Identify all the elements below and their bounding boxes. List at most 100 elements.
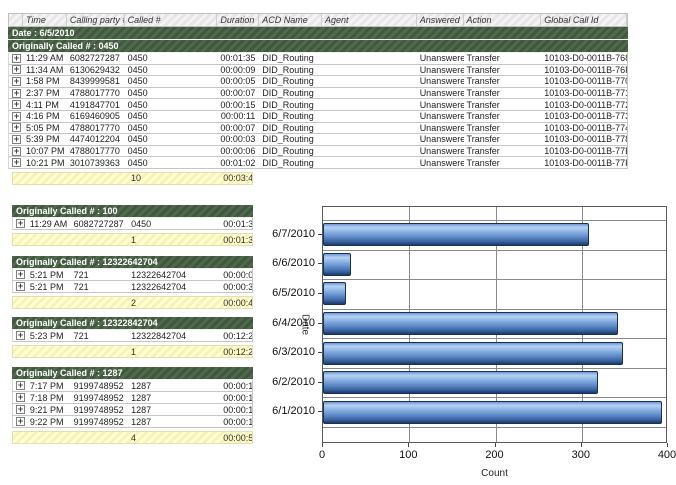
y-tick-mark [318,233,322,235]
row-cell: 00:01:35 [220,53,256,64]
row-cell: 0450 [127,134,148,145]
expand-row-button plus-icon[interactable]: + [12,65,21,75]
expand-row-button plus-icon[interactable]: + [16,405,25,414]
row-cell: 00:00:07 [220,122,256,133]
x-tick-mark [667,443,668,447]
table-row: +5:21 PM 721 12322642704 00:00:09 [12,269,253,281]
expand-cell: + [9,53,23,63]
row-cell: 00:00:07 [220,88,256,99]
row-cell: 5:39 PM [25,134,60,145]
expand-row-button plus-icon[interactable]: + [12,76,21,86]
row-cell: 1287 [131,416,152,427]
table-row: +5:39 PM 4474012204 0450 00:00:03 DID_Routin… [8,134,628,146]
row-cell: 1287 [131,392,152,403]
originally-called-band: Originally Called # : 0450 [8,40,628,53]
summary-call-count: 4 [131,432,137,443]
x-tick-label: 400 [657,449,676,461]
y-tick-mark [318,381,322,383]
row-cell: 10103-D0-0011B-768 [544,53,628,64]
expand-cell: + [9,88,23,98]
row-cell: 0450 [127,111,148,122]
row-cell: 0450 [127,99,148,110]
expand-row-button plus-icon[interactable]: + [16,417,25,426]
row-cell: DID_Routing [262,157,314,168]
group-summary-row: 1 00:01:35 [12,233,253,246]
expand-column-header [9,14,23,26]
expand-row-button plus-icon[interactable]: + [16,282,25,291]
row-cell: 00:12:23 [223,330,252,341]
row-cell: 6130629432 [69,64,120,75]
expand-row-button plus-icon[interactable]: + [16,331,25,340]
table-header-row: Time Calling party # Called # Duration ACD N… [8,13,628,27]
expand-row-button plus-icon[interactable]: + [16,219,25,228]
expand-row-button plus-icon[interactable]: + [12,146,21,156]
chart-x-axis-title: Count [481,468,508,479]
row-cell: 4788017770 [69,122,120,133]
expand-cell: + [13,270,27,279]
expand-cell: + [13,219,27,228]
summary-total-duration: 00:01:35 [223,234,253,245]
table-row: +10:21 PM 3010739363 0450 00:01:02 DID_Routi… [8,157,628,169]
column-header: Time [23,14,67,26]
x-tick-mark [580,443,582,447]
row-cell: 10:21 PM [25,157,65,168]
row-cell: 9199748952 [73,392,124,403]
row-cell: 1287 [131,380,152,391]
row-cell: Transfer [466,111,500,122]
expand-row-button plus-icon[interactable]: + [16,381,25,390]
row-cell: 10:07 PM [25,146,65,157]
call-detail-table: Time Calling party # Called # Duration ACD N… [8,13,628,185]
gridline-horizontal [323,397,666,399]
expand-cell: + [9,123,23,133]
y-tick-label: 6/2/2010 [272,375,315,388]
expand-row-button plus-icon[interactable]: + [12,53,21,63]
row-cell: Unanswered [419,111,464,122]
row-cell: Unanswered [419,146,464,157]
row-cell: Unanswered [419,99,464,110]
group-table: Originally Called # : 12322642704 +5:21 P… [12,256,253,309]
expand-row-button plus-icon[interactable]: + [12,88,21,98]
expand-row-button plus-icon[interactable]: + [12,158,21,168]
row-cell: 00:00:11 [220,111,256,122]
gridline-horizontal [323,279,666,281]
row-cell: 00:01:02 [220,157,256,168]
row-cell: 0450 [127,53,148,64]
expand-cell: + [9,76,23,86]
expand-cell: + [9,100,23,110]
summary-call-count: 1 [131,234,137,245]
row-cell: 10103-D0-0011B-774 [544,122,628,133]
y-tick-label: 6/4/2010 [272,316,315,329]
expand-row-button plus-icon[interactable]: + [16,270,25,279]
expand-row-button plus-icon[interactable]: + [12,134,21,144]
column-header: Duration [217,14,260,26]
row-cell: Unanswered [419,53,464,64]
row-cell: 4:16 PM [25,111,60,122]
row-cell: 6082727287 [69,53,120,64]
expand-row-button plus-icon[interactable]: + [12,123,21,133]
row-cell: 00:00:03 [220,134,256,145]
summary-total-duration: 00:00:43 [223,297,253,308]
column-header: Called # [125,14,218,26]
expand-row-button plus-icon[interactable]: + [12,111,21,121]
row-cell: 00:00:14 [223,404,252,415]
x-tick-mark [322,443,323,447]
expand-row-button plus-icon[interactable]: + [16,393,25,402]
row-cell: 10103-D0-0011B-772 [544,99,628,110]
table-row: +4:11 PM 4191847701 0450 00:00:15 DID_Routin… [8,99,628,111]
row-cell: 00:00:15 [220,99,256,110]
row-cell: 6082727287 [73,218,124,229]
table-row: +11:29 AM 6082727287 0450 00:01:35 [12,218,253,230]
group-summary-row: 2 00:00:43 [12,296,253,309]
row-cell: 00:01:35 [223,218,252,229]
row-cell: DID_Routing [262,111,314,122]
row-cell: 10103-D0-0011B-771 [544,88,628,99]
group-table: Originally Called # : 100 +11:29 AM 608272… [12,205,253,246]
date-group-band: Date : 6/5/2010 [8,27,628,40]
y-tick-mark [318,263,322,265]
row-cell: 00:00:11 [223,416,252,427]
table-row: +7:18 PM 9199748952 1287 00:00:12 [12,392,253,404]
row-cell: Unanswered [419,134,464,145]
column-header: ACD Name [259,14,322,26]
expand-row-button plus-icon[interactable]: + [12,100,21,110]
row-cell: 00:00:34 [223,281,252,292]
